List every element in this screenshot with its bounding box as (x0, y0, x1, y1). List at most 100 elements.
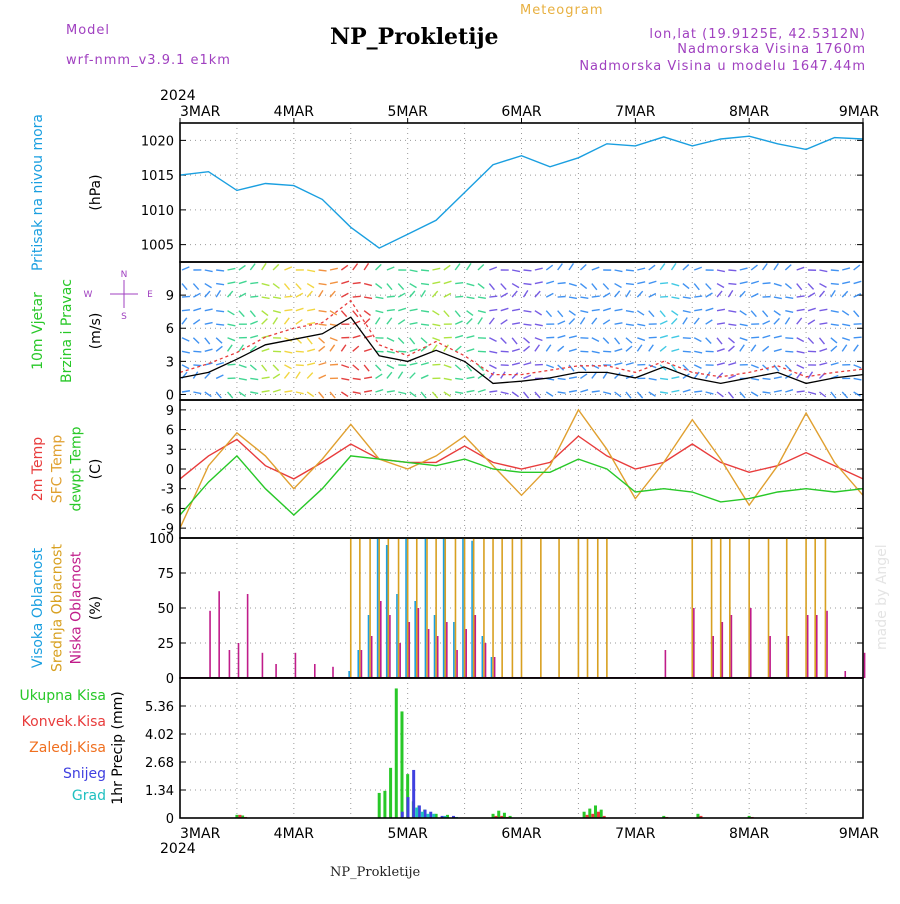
wind-arrow (467, 284, 475, 286)
model-name: wrf-nmm_v3.9.1 e1km (66, 53, 231, 68)
wind-arrow (364, 377, 372, 378)
wind-arrow (387, 284, 392, 290)
wind-arrow (489, 318, 494, 324)
wind-arrow (763, 264, 768, 270)
wind-arrow (478, 264, 484, 270)
wind-arrow (535, 392, 540, 398)
wind-arrow (626, 363, 634, 365)
wind-arrow (842, 345, 846, 352)
wind-arrow (444, 378, 452, 379)
wind-arrow (785, 365, 791, 371)
wind-arrow (330, 268, 338, 270)
y-tick-label: 1005 (141, 239, 174, 254)
wind-arrow (489, 338, 496, 342)
wind-arrow (273, 390, 281, 392)
y-tick-label: 3 (166, 443, 174, 458)
wind-arrow (524, 363, 532, 365)
wind-arrow (580, 311, 588, 313)
wind-arrow (660, 297, 668, 298)
wind-arrow (228, 392, 233, 398)
wind-arrow (319, 363, 327, 365)
wind-arrow (273, 264, 279, 270)
wind-arrow (717, 373, 723, 379)
wind-arrow (637, 268, 645, 270)
wind-arrow (785, 390, 793, 392)
wind-arrow (728, 346, 734, 351)
wind-arrow (819, 338, 824, 344)
wind-arrow (524, 311, 532, 312)
station-footer: NP_Prokletije (330, 865, 421, 880)
wind-arrow (615, 338, 620, 344)
wind-arrow (193, 284, 198, 290)
wind-arrow (296, 308, 304, 310)
wind-arrow (387, 296, 395, 297)
y-axis-label-0: 2m Temp (30, 437, 46, 501)
wind-arrow (296, 372, 300, 379)
wind-arrow (808, 372, 812, 379)
wind-arrow (250, 321, 257, 324)
bar-snow (406, 797, 409, 818)
year-top: 2024 (160, 88, 196, 104)
wind-arrow (273, 297, 281, 298)
wind-arrow (524, 346, 530, 351)
wind-arrow (228, 338, 235, 341)
wind-arrow (615, 291, 620, 297)
wind-arrow (455, 365, 461, 370)
date-label-top: 9MAR (839, 104, 880, 120)
wind-arrow (683, 338, 691, 339)
wind-arrow (546, 392, 553, 396)
wind-arrow (569, 318, 575, 324)
wind-arrow (660, 346, 666, 351)
wind-arrow (626, 338, 632, 343)
wind-arrow (228, 291, 233, 297)
wind-arrow (808, 308, 816, 310)
date-label-top: 8MAR (729, 104, 770, 120)
wind-arrow (728, 311, 736, 312)
wind-arrow (216, 375, 223, 378)
wind-arrow (660, 264, 665, 270)
legend-1: Konvek.Kisa (22, 714, 106, 730)
wind-arrow (444, 392, 451, 396)
wind-arrow (467, 311, 473, 316)
compass-west-label: W (84, 290, 93, 300)
date-label-bottom: 6MAR (501, 826, 542, 842)
wind-arrow (273, 284, 279, 289)
wind-arrow (854, 345, 859, 352)
page-title: NP_Prokletije (330, 24, 499, 50)
wind-arrow (284, 296, 292, 297)
wind-arrow (353, 346, 359, 351)
legend-0: Ukupna Kisa (19, 688, 106, 704)
wind-arrow (228, 268, 236, 270)
wind-arrow (546, 345, 551, 352)
wind-arrow (569, 377, 577, 379)
bar-graupel (421, 812, 424, 818)
wind-arrow (444, 345, 449, 352)
wind-arrow (831, 346, 837, 351)
date-label-bottom: 4MAR (274, 826, 315, 842)
wind-arrow (774, 318, 779, 324)
legend-2: Zaledj.Kisa (29, 740, 106, 756)
wind-arrow (785, 318, 789, 325)
wind-arrow (774, 390, 782, 392)
wind-arrow (626, 392, 631, 398)
wind-arrow (250, 392, 258, 393)
wind-arrow (842, 291, 847, 297)
wind-arrow (558, 311, 563, 317)
wind-arrow (728, 338, 734, 343)
wind-arrow (489, 310, 497, 311)
wind-arrow (558, 378, 566, 379)
bar-total (497, 811, 500, 818)
wind-arrow (444, 311, 449, 317)
wind-arrow (444, 293, 451, 297)
wind-arrow (250, 378, 258, 379)
wind-arrow (421, 311, 429, 312)
wind-arrow (785, 297, 793, 298)
y-axis-label-1: Srednja Oblacnost (49, 544, 65, 672)
wind-arrow (330, 392, 335, 398)
wind-arrow (387, 391, 395, 392)
y-axis-label-2: Niska Oblacnost (69, 551, 85, 664)
wind-arrow (421, 338, 427, 343)
y-tick-label: 1020 (141, 134, 174, 149)
wind-arrow (660, 336, 668, 338)
